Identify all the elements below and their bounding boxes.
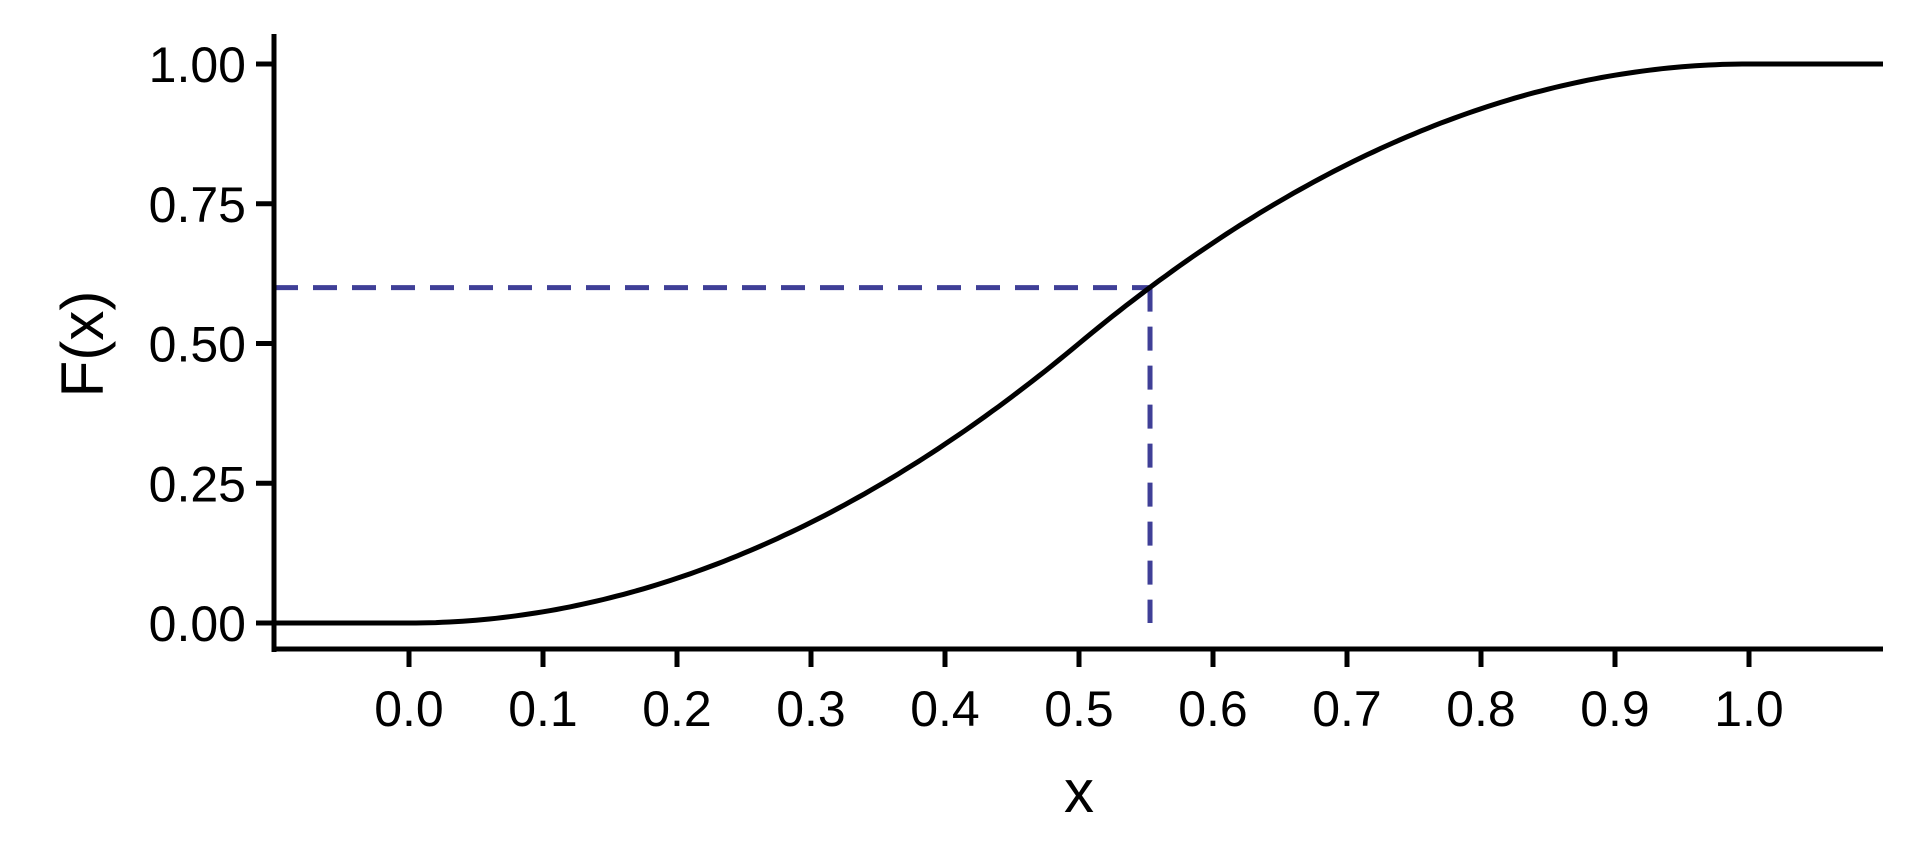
y-tick-label: 0.25 (149, 456, 246, 512)
x-tick-label: 1.0 (1714, 681, 1784, 737)
x-tick-label: 0.1 (508, 681, 578, 737)
y-tick-label: 0.50 (149, 317, 246, 373)
x-tick-label: 0.3 (776, 681, 846, 737)
x-tick-label: 0.5 (1044, 681, 1114, 737)
x-tick-label: 0.0 (374, 681, 444, 737)
x-tick-label: 0.2 (642, 681, 712, 737)
x-tick-label: 0.9 (1580, 681, 1650, 737)
x-tick-label: 0.6 (1178, 681, 1248, 737)
y-tick-label: 0.00 (149, 596, 246, 652)
x-tick-label: 0.4 (910, 681, 980, 737)
y-axis-title: F(x) (49, 291, 116, 398)
x-axis-title: x (1064, 758, 1094, 825)
x-tick-label: 0.7 (1312, 681, 1382, 737)
x-tick-label: 0.8 (1446, 681, 1516, 737)
y-tick-label: 0.75 (149, 177, 246, 233)
cdf-curve (275, 61, 1883, 626)
y-tick-label: 1.00 (149, 37, 246, 93)
